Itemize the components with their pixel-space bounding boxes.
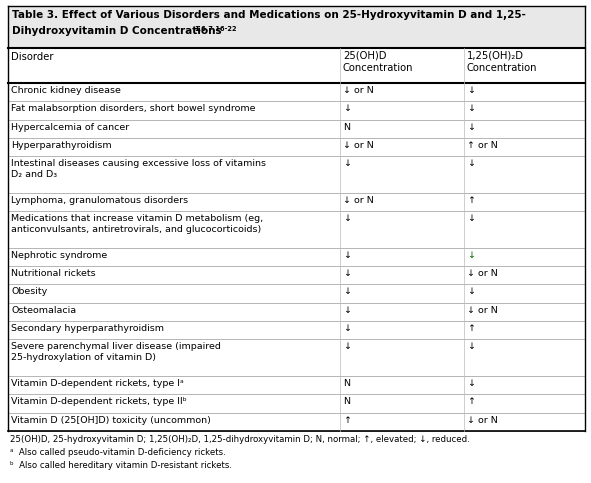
Text: Lymphoma, granulomatous disorders: Lymphoma, granulomatous disorders <box>11 196 188 205</box>
Text: ↑: ↑ <box>343 416 351 425</box>
Text: ↓: ↓ <box>343 342 351 352</box>
Text: Obesity: Obesity <box>11 287 47 297</box>
Text: ↓: ↓ <box>343 306 351 315</box>
Text: Chronic kidney disease: Chronic kidney disease <box>11 86 121 95</box>
Text: 25(OH)D
Concentration: 25(OH)D Concentration <box>343 51 413 73</box>
Text: Dihydroxyvitamin D Concentrations: Dihydroxyvitamin D Concentrations <box>12 26 222 36</box>
Text: 1,25(OH)₂D
Concentration: 1,25(OH)₂D Concentration <box>467 51 537 73</box>
Text: Nutritional rickets: Nutritional rickets <box>11 269 96 278</box>
Text: ↓: ↓ <box>343 159 351 168</box>
Text: Nephrotic syndrome: Nephrotic syndrome <box>11 251 107 260</box>
Text: Vitamin D (25[OH]D) toxicity (uncommon): Vitamin D (25[OH]D) toxicity (uncommon) <box>11 416 211 425</box>
Text: Fat malabsorption disorders, short bowel syndrome: Fat malabsorption disorders, short bowel… <box>11 104 255 114</box>
Text: N: N <box>343 123 350 132</box>
Text: N: N <box>343 398 350 406</box>
Text: ↓: ↓ <box>467 287 475 297</box>
Text: ↓: ↓ <box>467 214 475 223</box>
Text: ↓ or N: ↓ or N <box>467 269 498 278</box>
Text: Disorder: Disorder <box>11 52 54 62</box>
Text: ↓ or N: ↓ or N <box>467 306 498 315</box>
Text: N: N <box>343 379 350 388</box>
Text: ↓: ↓ <box>467 379 475 388</box>
Text: ↓: ↓ <box>467 342 475 352</box>
Text: ↓: ↓ <box>343 214 351 223</box>
Text: Hypercalcemia of cancer: Hypercalcemia of cancer <box>11 123 129 132</box>
Text: ↑: ↑ <box>467 398 475 406</box>
Text: Table 3. Effect of Various Disorders and Medications on 25-Hydroxyvitamin D and : Table 3. Effect of Various Disorders and… <box>12 10 526 20</box>
Text: ↓: ↓ <box>343 287 351 297</box>
Text: Secondary hyperparathyroidism: Secondary hyperparathyroidism <box>11 324 164 333</box>
Text: ↓: ↓ <box>467 251 475 260</box>
Text: ↑: ↑ <box>467 324 475 333</box>
Text: Vitamin D-dependent rickets, type Iᵃ: Vitamin D-dependent rickets, type Iᵃ <box>11 379 184 388</box>
Text: Osteomalacia: Osteomalacia <box>11 306 76 315</box>
Text: ↓ or N: ↓ or N <box>343 86 374 95</box>
Text: ᵃ  Also called pseudo-vitamin D-deficiency rickets.: ᵃ Also called pseudo-vitamin D-deficienc… <box>10 448 226 457</box>
Text: ↓: ↓ <box>343 251 351 260</box>
Text: ↓: ↓ <box>343 104 351 114</box>
Text: 25(OH)D, 25-hydroxyvitamin D; 1,25(OH)₂D, 1,25-dihydroxyvitamin D; N, normal; ↑,: 25(OH)D, 25-hydroxyvitamin D; 1,25(OH)₂D… <box>10 435 470 444</box>
Text: Vitamin D-dependent rickets, type IIᵇ: Vitamin D-dependent rickets, type IIᵇ <box>11 398 187 406</box>
Text: ↓: ↓ <box>343 324 351 333</box>
Text: ↓: ↓ <box>467 123 475 132</box>
Text: Severe parenchymal liver disease (impaired
25-hydroxylation of vitamin D): Severe parenchymal liver disease (impair… <box>11 342 221 362</box>
Text: Intestinal diseases causing excessive loss of vitamins
D₂ and D₃: Intestinal diseases causing excessive lo… <box>11 159 266 179</box>
Text: Medications that increase vitamin D metabolism (eg,
anticonvulsants, antiretrovi: Medications that increase vitamin D meta… <box>11 214 263 234</box>
Bar <box>8 6 585 48</box>
Text: Hyperparathyroidism: Hyperparathyroidism <box>11 141 112 150</box>
Text: ↓: ↓ <box>467 159 475 168</box>
Text: ↓: ↓ <box>467 104 475 114</box>
Text: ↓ or N: ↓ or N <box>343 141 374 150</box>
Text: ↑: ↑ <box>467 196 475 205</box>
Text: ↓: ↓ <box>467 86 475 95</box>
Text: ↑ or N: ↑ or N <box>467 141 498 150</box>
Text: ↓ or N: ↓ or N <box>343 196 374 205</box>
Text: 1,6,7,16-22: 1,6,7,16-22 <box>194 26 236 32</box>
Text: ↓: ↓ <box>343 269 351 278</box>
Text: ᵇ  Also called hereditary vitamin D-resistant rickets.: ᵇ Also called hereditary vitamin D-resis… <box>10 461 232 470</box>
Text: ↓ or N: ↓ or N <box>467 416 498 425</box>
